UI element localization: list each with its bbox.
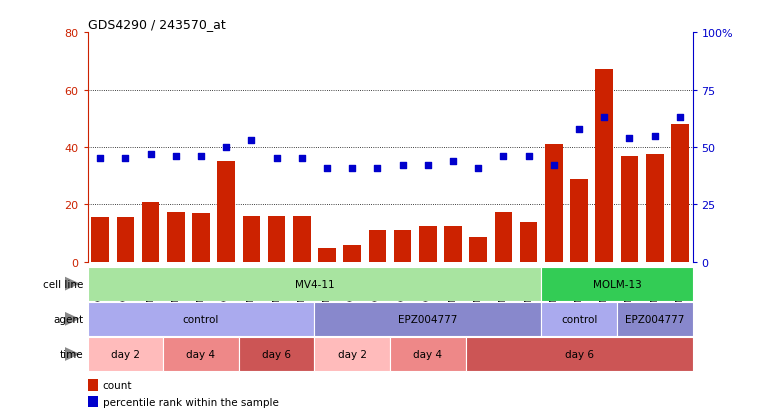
Text: GDS4290 / 243570_at: GDS4290 / 243570_at (88, 17, 225, 31)
Point (346, 165, 358, 171)
Text: day 2: day 2 (111, 349, 140, 359)
Point (447, 158, 459, 165)
Text: cell line: cell line (43, 279, 84, 289)
Point (321, 165, 333, 171)
Point (119, 156, 132, 162)
Point (195, 154, 207, 160)
Point (598, 114, 610, 121)
Bar (419, 226, 437, 262)
Point (220, 145, 232, 151)
Bar (142, 202, 159, 262)
Bar (88, 302, 314, 336)
Bar (88, 396, 98, 407)
Bar (314, 302, 541, 336)
Bar (541, 302, 617, 336)
Text: day 4: day 4 (186, 349, 215, 359)
Bar (163, 337, 239, 371)
Text: MOLM-13: MOLM-13 (593, 279, 642, 289)
Point (548, 163, 560, 169)
Bar (268, 216, 285, 262)
Bar (314, 337, 390, 371)
Bar (520, 222, 537, 262)
Point (270, 156, 282, 162)
Point (94, 156, 107, 162)
Point (296, 156, 308, 162)
Text: day 6: day 6 (565, 349, 594, 359)
Bar (192, 214, 210, 262)
Point (422, 163, 434, 169)
Text: percentile rank within the sample: percentile rank within the sample (103, 396, 279, 406)
Bar (116, 217, 134, 262)
Bar (470, 238, 487, 262)
Bar (671, 125, 689, 262)
Bar (646, 155, 664, 262)
Bar (495, 212, 512, 262)
Bar (88, 267, 541, 301)
Point (573, 126, 585, 133)
Polygon shape (65, 277, 80, 291)
Point (371, 165, 384, 171)
Bar (393, 231, 412, 262)
Point (245, 138, 257, 144)
Polygon shape (65, 312, 80, 326)
Bar (88, 379, 98, 391)
Point (623, 135, 635, 142)
Bar (570, 179, 588, 262)
Text: agent: agent (53, 314, 84, 324)
Text: control: control (561, 314, 597, 324)
Text: MV4-11: MV4-11 (295, 279, 334, 289)
Bar (444, 226, 462, 262)
Point (498, 154, 510, 160)
Bar (390, 337, 466, 371)
Bar (167, 212, 185, 262)
Bar (293, 216, 310, 262)
Bar (368, 231, 387, 262)
Bar (218, 162, 235, 262)
Text: time: time (60, 349, 84, 359)
Text: day 6: day 6 (262, 349, 291, 359)
Point (396, 163, 409, 169)
Bar (88, 337, 163, 371)
Bar (239, 337, 314, 371)
Polygon shape (65, 347, 80, 361)
Point (145, 151, 157, 158)
Bar (595, 70, 613, 262)
Text: control: control (183, 314, 219, 324)
Text: EPZ004777: EPZ004777 (398, 314, 457, 324)
Bar (545, 145, 562, 262)
Bar (343, 245, 361, 262)
Bar (541, 267, 693, 301)
Point (523, 154, 535, 160)
Text: EPZ004777: EPZ004777 (625, 314, 684, 324)
Text: day 4: day 4 (413, 349, 442, 359)
Bar (91, 218, 109, 262)
Point (170, 154, 182, 160)
Bar (243, 216, 260, 262)
Bar (318, 248, 336, 262)
Point (673, 114, 686, 121)
Point (472, 165, 484, 171)
Bar (621, 156, 638, 262)
Bar (466, 337, 693, 371)
Bar (617, 302, 693, 336)
Text: count: count (103, 380, 132, 390)
Text: day 2: day 2 (338, 349, 367, 359)
Point (648, 133, 661, 140)
